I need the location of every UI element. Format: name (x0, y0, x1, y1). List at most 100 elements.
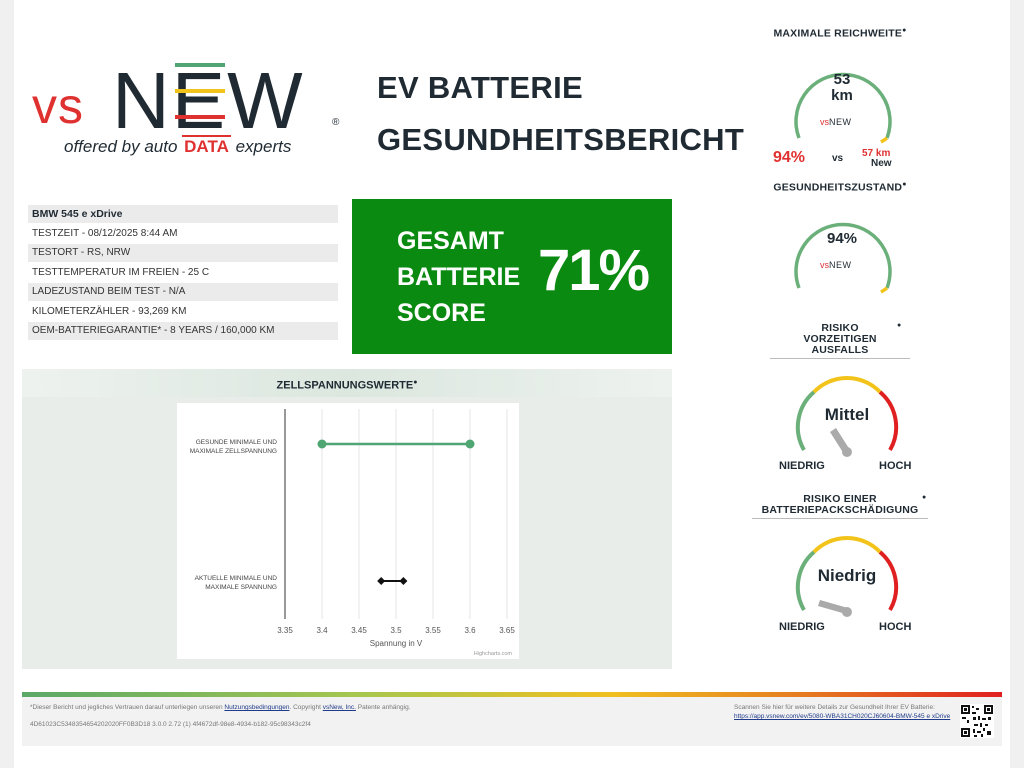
health-gauge-arc-green (794, 222, 892, 289)
health-gauge (794, 222, 892, 294)
company-link[interactable]: vsNew, Inc. (322, 704, 356, 711)
page-left-frame (0, 0, 14, 768)
score-label: GESAMT BATTERIE SCORE (397, 223, 520, 331)
range-percent: 94% (773, 149, 806, 166)
x-tick-label: 3.45 (351, 626, 367, 635)
info-row-charge-state: LADEZUSTAND BEIM TEST - N/A (28, 283, 338, 301)
info-row-warranty: OEM-BATTERIEGARANTIE* - 8 YEARS / 160,00… (28, 322, 338, 340)
offered-by-data: DATA (182, 135, 231, 156)
cell-voltage-svg: 3.35 3.4 3.45 3.5 3.55 3.6 3.65 Spannung in V GE… (190, 409, 515, 657)
offered-by-text: offered by auto (64, 137, 178, 156)
health-title-text: GESUNDHEITSZUSTAND (773, 181, 903, 194)
x-tick-label: 3.5 (390, 626, 402, 635)
footer-scan-text: Scannen Sie hier für weitere Details zur… (734, 704, 935, 711)
health-mini-logo: vsNEW (820, 260, 852, 270)
risk-failure-low: NIEDRIG (779, 460, 825, 472)
category-label: GESUNDE MINIMALE UND (196, 439, 278, 446)
risk-damage-arc-yellow (812, 536, 882, 554)
terms-link[interactable]: Nutzungsbedingungen (224, 704, 290, 711)
cell-voltage-title-text: ZELLSPANNUNGSWERTE (276, 379, 414, 392)
health-value: 94% (826, 230, 858, 247)
data-point (465, 439, 475, 449)
range-gauge-arc-green (794, 72, 892, 139)
risk-failure-title-line1: RISIKO (821, 322, 859, 334)
x-tick-label: 3.4 (316, 626, 328, 635)
risk-failure-high: HOCH (879, 460, 912, 472)
logo-bar-green (175, 63, 225, 67)
health-gauge-arc-yellow (880, 286, 889, 294)
chart-credit: Highcharts.com (474, 651, 513, 657)
info-icon[interactable]: ● (413, 379, 418, 386)
vehicle-info-table: BMW 545 e xDrive TESTZEIT - 08/12/2025 8… (28, 205, 338, 342)
max-range-title-text: MAXIMALE REICHWEITE (773, 27, 903, 40)
risk-damage-title-line1: RISIKO EINER (803, 493, 877, 505)
x-tick-label: 3.55 (425, 626, 441, 635)
page-right-frame (1010, 0, 1024, 768)
range-value: 53 km (800, 72, 884, 104)
risk-damage-needle (818, 600, 848, 614)
data-point (399, 577, 408, 585)
score-label-line3: SCORE (397, 299, 486, 327)
score-label-line1: GESAMT (397, 227, 504, 255)
info-row-temperature: TESTTEMPERATUR IM FREIEN - 25 C (32, 266, 210, 278)
risk-damage-high: HOCH (879, 621, 912, 633)
logo-registered: ® (332, 117, 340, 128)
category-label: MAXIMALE ZELLSPANNUNG (190, 448, 277, 455)
risk-failure-value: Mittel (824, 405, 870, 424)
info-icon[interactable]: ● (922, 494, 927, 501)
risk-damage-low: NIEDRIG (779, 621, 825, 633)
x-tick-label: 3.6 (464, 626, 476, 635)
category-label: AKTUELLE MINIMALE UND (195, 575, 278, 582)
risk-damage-value: Niedrig (817, 566, 877, 585)
health-title: GESUNDHEITSZUSTAND● (760, 181, 920, 194)
max-range-gauge (794, 72, 892, 144)
risk-damage-title-line2: BATTERIEPACKSCHÄDIGUNG (761, 504, 919, 516)
risk-damage-needle-hub (842, 607, 852, 617)
score-value: 71% (538, 238, 650, 303)
x-axis-label: Spannung in V (370, 639, 423, 648)
info-icon[interactable]: ● (897, 322, 902, 329)
report-title: EV BATTERIE GESUNDHEITSBERICHT (377, 62, 757, 166)
footer: *Dieser Bericht und jegliches Vertrauen … (22, 692, 1002, 746)
risk-failure-title-line3: AUSFALLS (811, 344, 869, 356)
risk-failure-title: RISIKO VORZEITIGEN AUSFALLS (770, 323, 910, 359)
report-title-line2: GESUNDHEITSBERICHT (377, 122, 745, 157)
disclaimer-copyright: . Copyright (289, 704, 323, 711)
range-gauge-arc-yellow (880, 136, 889, 144)
risk-failure-arc-red (878, 390, 899, 451)
range-mini-logo: vsNEW (820, 117, 852, 127)
max-range-title: MAXIMALE REICHWEITE● (760, 27, 920, 40)
risk-failure-arc-yellow (812, 376, 882, 394)
score-label-line2: BATTERIE (397, 263, 521, 291)
range-value-unit: km (831, 87, 853, 104)
risk-failure-needle-hub (842, 447, 852, 457)
logo-new: NEW (112, 56, 305, 145)
risk-damage-arc-red (878, 550, 899, 611)
logo-offered-by: offered by auto DATA experts (64, 135, 292, 157)
risk-failure-arc-green (795, 390, 816, 451)
info-icon[interactable]: ● (902, 27, 907, 34)
disclaimer-patents: Patente anhängig. (355, 704, 411, 711)
cell-voltage-chart: 3.35 3.4 3.45 3.5 3.55 3.6 3.65 Spannung in V GE… (177, 403, 519, 659)
footer-report-hash: 4D61023C534835465420​2020FF0B3D18 3.0.0 … (30, 721, 311, 728)
x-tick-label: 3.35 (277, 626, 293, 635)
footer-gradient-bar (22, 692, 1002, 697)
offered-by-experts: experts (235, 137, 292, 156)
logo-vs: vs (32, 78, 84, 134)
vsnew-logo: vs NEW ® offered by auto DATA experts (30, 55, 350, 165)
overall-battery-score: GESAMT BATTERIE SCORE 71% (352, 199, 672, 354)
range-vs: vs (832, 153, 844, 164)
info-row-odometer: KILOMETERZÄHLER - 93,269 KM (32, 305, 187, 317)
info-icon[interactable]: ● (902, 181, 907, 188)
cell-voltage-title: ZELLSPANNUNGSWERTE● (22, 369, 672, 397)
category-label: MAXIMALE SPANNUNG (205, 584, 277, 591)
range-new-value: 57 km (862, 148, 891, 159)
data-point (317, 439, 327, 449)
footer-report-url[interactable]: https://app.vsnew.com/ev/5080-WBA31CH020… (734, 713, 951, 720)
disclaimer-text: *Dieser Bericht und jegliches Vertrauen … (30, 704, 225, 711)
qr-code-icon[interactable] (960, 704, 994, 738)
risk-failure-gauge (795, 376, 899, 457)
cell-voltage-panel: ZELLSPANNUNGSWERTE● 3.35 3.4 3.45 3.5 3.55 3.… (22, 369, 672, 669)
vehicle-model: BMW 545 e xDrive (28, 205, 338, 223)
risk-damage-arc-green (795, 550, 816, 611)
